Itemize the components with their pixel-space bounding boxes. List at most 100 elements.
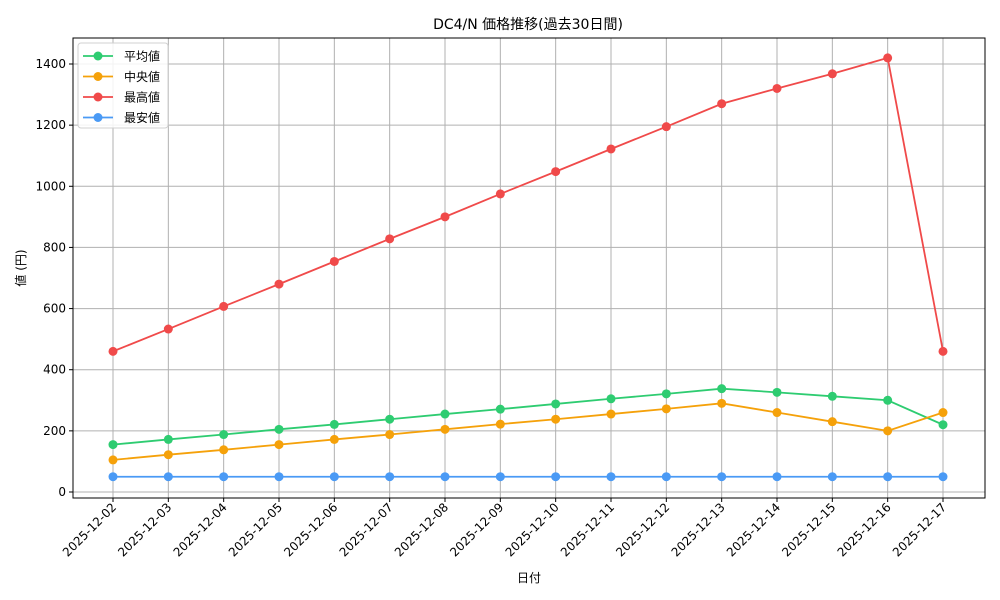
data-point: [661, 389, 671, 399]
data-point: [440, 424, 450, 434]
data-point: [883, 426, 893, 436]
legend-label: 最高値: [124, 90, 160, 105]
data-point: [108, 472, 118, 482]
data-point: [385, 414, 395, 424]
y-tick-label: 800: [43, 240, 66, 254]
y-tick-label: 400: [43, 363, 66, 377]
data-point: [938, 472, 948, 482]
data-point: [163, 324, 173, 334]
series-2: [108, 53, 948, 356]
data-point: [440, 409, 450, 419]
x-tick-label: 2025-12-03: [115, 500, 174, 559]
data-point: [551, 167, 561, 177]
data-point: [495, 419, 505, 429]
data-point: [274, 472, 284, 482]
data-point: [827, 69, 837, 79]
data-point: [606, 472, 616, 482]
data-point: [329, 472, 339, 482]
data-point: [329, 434, 339, 444]
data-point: [938, 408, 948, 418]
x-tick-label: 2025-12-02: [60, 500, 119, 559]
y-tick-label: 1400: [35, 57, 66, 71]
data-point: [163, 472, 173, 482]
data-point: [606, 144, 616, 154]
data-point: [772, 472, 782, 482]
data-point: [163, 450, 173, 460]
x-tick-label: 2025-12-04: [171, 500, 230, 559]
legend-label: 中央値: [124, 69, 160, 84]
data-point: [219, 472, 229, 482]
x-tick-label: 2025-12-16: [835, 500, 894, 559]
y-axis-label: 値 (円): [13, 249, 28, 286]
legend-marker: [93, 51, 103, 61]
series-1: [108, 398, 948, 465]
data-point: [772, 387, 782, 397]
data-point: [717, 384, 727, 394]
data-point: [163, 434, 173, 444]
x-tick-label: 2025-12-08: [392, 500, 451, 559]
data-point: [274, 279, 284, 289]
data-point: [219, 430, 229, 440]
data-point: [385, 234, 395, 244]
data-point: [440, 472, 450, 482]
data-point: [772, 83, 782, 93]
x-tick-label: 2025-12-07: [337, 500, 396, 559]
data-point: [219, 301, 229, 311]
data-point: [717, 99, 727, 109]
data-point: [827, 472, 837, 482]
data-point: [606, 394, 616, 404]
data-point: [938, 346, 948, 356]
data-point: [772, 408, 782, 418]
y-axis-ticks: 0 200 400 600 800 1000 1200 1400: [35, 57, 73, 499]
x-tick-label: 2025-12-10: [503, 500, 562, 559]
x-tick-label: 2025-12-15: [779, 500, 838, 559]
data-point: [551, 399, 561, 409]
x-tick-label: 2025-12-09: [447, 500, 506, 559]
y-tick-label: 600: [43, 302, 66, 316]
x-tick-label: 2025-12-12: [613, 500, 672, 559]
data-point: [108, 346, 118, 356]
series-3: [108, 472, 948, 482]
legend-label: 最安値: [124, 110, 160, 125]
data-point: [661, 122, 671, 132]
legend-label: 平均値: [124, 49, 160, 64]
data-point: [385, 472, 395, 482]
data-point: [717, 398, 727, 408]
data-point: [606, 409, 616, 419]
y-tick-label: 1000: [35, 179, 66, 193]
x-axis-label: 日付: [517, 571, 541, 585]
y-tick-label: 0: [58, 485, 66, 499]
series-0: [108, 384, 948, 450]
x-tick-label: 2025-12-11: [558, 500, 617, 559]
data-point: [385, 430, 395, 440]
x-tick-label: 2025-12-13: [669, 500, 728, 559]
data-point: [551, 414, 561, 424]
data-point: [274, 440, 284, 450]
data-point: [219, 445, 229, 455]
data-point: [274, 424, 284, 434]
data-point: [717, 472, 727, 482]
data-point: [108, 440, 118, 450]
data-point: [329, 419, 339, 429]
chart-title: DC4/N 価格推移(過去30日間): [433, 17, 623, 33]
data-point: [551, 472, 561, 482]
data-point: [883, 53, 893, 63]
data-point: [108, 455, 118, 465]
data-point: [329, 256, 339, 266]
data-point: [827, 417, 837, 427]
x-tick-label: 2025-12-17: [890, 500, 949, 559]
data-point: [938, 420, 948, 430]
x-tick-label: 2025-12-14: [724, 500, 783, 559]
data-point: [827, 391, 837, 401]
grid-lines: [73, 38, 985, 498]
legend-marker: [93, 72, 103, 81]
data-point: [661, 404, 671, 414]
x-axis-ticks: 2025-12-022025-12-032025-12-042025-12-05…: [60, 498, 949, 559]
data-point: [661, 472, 671, 482]
y-tick-label: 1200: [35, 118, 66, 132]
data-point: [495, 404, 505, 414]
plot-frame: [72, 37, 986, 499]
y-tick-label: 200: [43, 424, 66, 438]
